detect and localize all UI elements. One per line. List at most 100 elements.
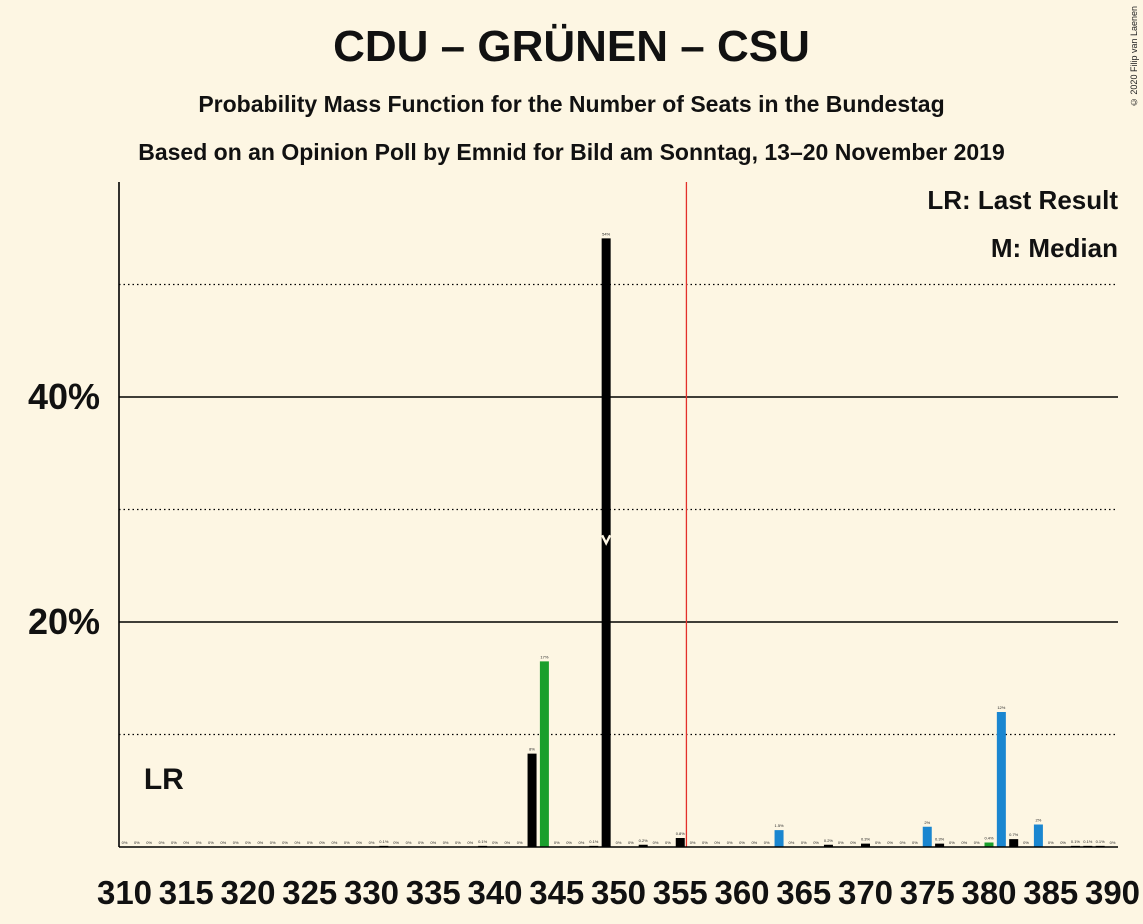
x-tick-label: 360 [714,874,769,911]
bar-value-label: 0% [801,840,807,845]
bar-363 [774,830,784,847]
last-result-marker: LR [144,763,184,796]
bar-value-label: 0% [220,840,226,845]
bar-value-label: 0% [702,840,708,845]
x-tick-label: 380 [961,874,1016,911]
bar-value-label: 0% [208,840,214,845]
bar-value-label: 0.1% [1071,839,1081,844]
bar-value-label: 0.1% [1083,839,1093,844]
y-tick-label: 20% [28,601,100,642]
bar-value-label: 0% [134,840,140,845]
bar-value-label: 2% [924,820,930,825]
bar-value-label: 0% [850,840,856,845]
legend-last-result: LR: Last Result [927,185,1118,215]
bar-380 [984,842,994,847]
bar-value-label: 0% [517,840,523,845]
bar-375 [922,826,932,847]
bar-value-label: 0.3% [861,837,871,842]
bar-value-label: 0% [332,840,338,845]
bar-value-label: 0.1% [478,839,488,844]
x-tick-label: 375 [900,874,955,911]
bar-value-label: 0% [665,840,671,845]
x-tick-label: 335 [406,874,461,911]
bar-value-label: 0% [1048,840,1054,845]
bar-value-label: 0.7% [1009,832,1019,837]
bar-value-label: 0% [171,840,177,845]
bar-value-label: 0% [467,840,473,845]
x-tick-label: 330 [344,874,399,911]
bar-value-label: 0% [1023,840,1029,845]
bar-value-label: 0% [813,840,819,845]
bar-value-label: 0% [443,840,449,845]
bar-382 [1009,839,1019,847]
bar-value-label: 17% [540,654,548,659]
bar-value-label: 0% [949,840,955,845]
bar-value-label: 0% [1110,840,1116,845]
bar-value-label: 0% [406,840,412,845]
bar-value-label: 0% [183,840,189,845]
bar-355 [675,838,685,847]
bar-value-label: 0% [714,840,720,845]
bar-370 [861,843,870,847]
x-tick-label: 320 [220,874,275,911]
bar-value-label: 0% [974,840,980,845]
bar-value-label: 0.1% [589,839,599,844]
bar-value-label: 0% [492,840,498,845]
x-tick-label: 315 [159,874,214,911]
bar-value-label: 0% [887,840,893,845]
x-tick-label: 370 [838,874,893,911]
legend-median: M: Median [990,233,1118,263]
bar-381 [996,712,1006,847]
bar-value-label: 0% [295,840,301,845]
bar-value-label: 0% [319,840,325,845]
bar-value-label: 0% [739,840,745,845]
x-tick-label: 310 [97,874,152,911]
bar-value-label: 0% [554,840,560,845]
x-tick-label: 385 [1023,874,1078,911]
bar-value-label: 0% [196,840,202,845]
chart-source-line: Based on an Opinion Poll by Emnid for Bi… [138,139,1005,165]
bar-value-label: 0% [900,840,906,845]
bar-value-label: 0% [961,840,967,845]
bar-value-label: 0% [233,840,239,845]
bar-value-label: 0% [504,840,510,845]
bar-value-label: 0% [356,840,362,845]
bar-value-label: 0% [270,840,276,845]
x-tick-label: 355 [653,874,708,911]
x-tick-label: 350 [591,874,646,911]
bar-value-label: 0% [838,840,844,845]
bar-value-label: 0% [751,840,757,845]
bar-value-label: 0% [146,840,152,845]
bar-value-label: 2% [1036,818,1042,823]
median-marker [601,534,612,546]
bar-value-label: 0% [789,840,795,845]
bar-352 [638,844,648,847]
bar-384 [1033,824,1043,847]
bar-value-label: 0% [875,840,881,845]
bar-value-label: 0% [764,840,770,845]
x-tick-label: 325 [282,874,337,911]
bar-value-label: 0% [628,840,634,845]
bar-value-label: 0% [344,840,350,845]
bar-value-label: 0.2% [824,838,834,843]
bar-value-label: 54% [602,231,610,236]
bar-value-label: 0% [430,840,436,845]
bar-value-label: 0% [455,840,461,845]
bar-value-label: 0% [307,840,313,845]
chart-subtitle: Probability Mass Function for the Number… [198,91,945,117]
bar-value-label: 0.2% [639,838,649,843]
bar-value-label: 0% [369,840,375,845]
bar-value-label: 0% [727,840,733,845]
bar-343 [527,753,537,847]
bar-value-label: 0% [245,840,251,845]
bar-value-label: 0% [579,840,585,845]
bar-value-label: 0% [653,840,659,845]
x-tick-label: 345 [529,874,584,911]
bar-value-label: 1.5% [774,823,784,828]
bar-value-label: 0.1% [379,839,389,844]
bar-value-label: 0% [616,840,622,845]
bar-value-label: 0.3% [935,837,945,842]
bar-value-label: 0% [418,840,424,845]
bar-value-label: 0.1% [1096,839,1106,844]
bar-value-label: 0% [159,840,165,845]
